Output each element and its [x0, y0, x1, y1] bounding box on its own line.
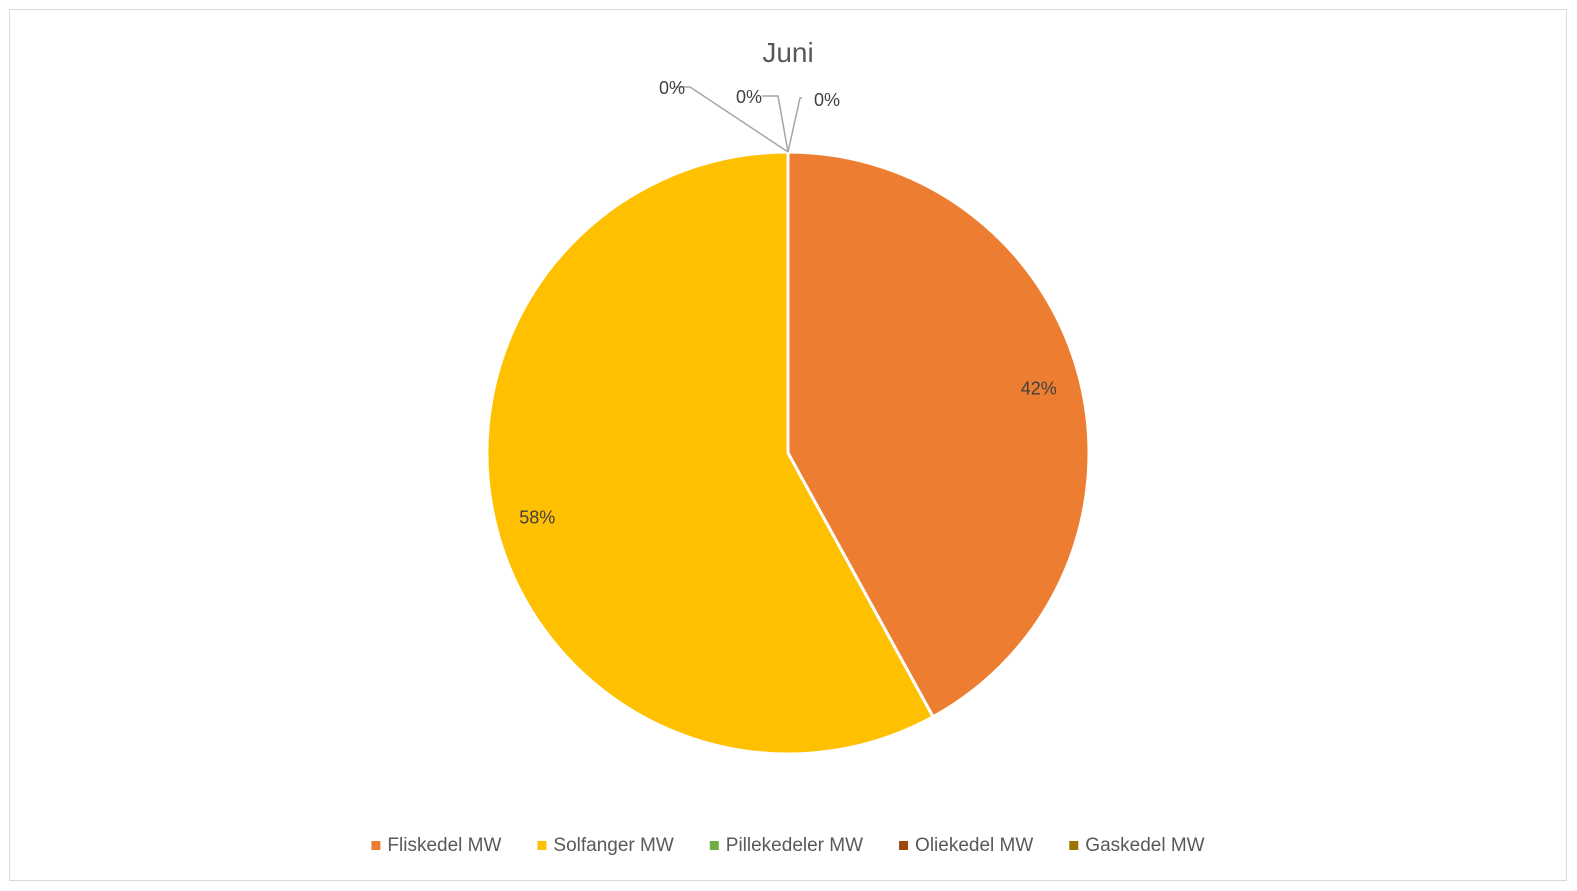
legend-marker-fliskedel-mw [371, 841, 381, 850]
leader-line-gaskedel-mw [787, 97, 802, 153]
legend-item-pillekedeler-mw: Pillekedeler MW [709, 835, 863, 856]
pie-slice-fliskedel-mw [786, 150, 1091, 719]
leader-line-oliekedel-mw [762, 95, 789, 153]
pie-slice-solfanger-mw [485, 150, 935, 756]
leader-lines [674, 86, 802, 153]
legend-label-solfanger-mw: Solfanger MW [553, 835, 673, 856]
data-label-solfanger-mw: 58% [519, 507, 555, 527]
legend-marker-solfanger-mw [537, 841, 547, 850]
legend-marker-pillekedeler-mw [709, 841, 719, 850]
legend-label-fliskedel-mw: Fliskedel MW [387, 835, 501, 856]
leader-line-pillekedeler-mw [674, 86, 789, 153]
legend-item-solfanger-mw: Solfanger MW [537, 835, 674, 856]
chart-title: Juni [762, 37, 813, 68]
legend: Fliskedel MW Solfanger MW Pillekedeler MW O… [371, 835, 1205, 856]
data-label-gaskedel-mw: 0% [814, 90, 840, 110]
legend-label-oliekedel-mw: Oliekedel MW [915, 835, 1033, 856]
data-label-pillekedeler-mw: 0% [659, 78, 685, 98]
legend-marker-oliekedel-mw [899, 841, 909, 850]
legend-item-fliskedel-mw: Fliskedel MW [371, 835, 501, 856]
data-labels: 42% 58% 0% 0% 0% [519, 78, 1056, 527]
legend-item-oliekedel-mw: Oliekedel MW [899, 835, 1033, 856]
legend-item-gaskedel-mw: Gaskedel MW [1069, 835, 1205, 856]
legend-label-pillekedeler-mw: Pillekedeler MW [726, 835, 863, 856]
data-label-oliekedel-mw: 0% [736, 87, 762, 107]
legend-marker-gaskedel-mw [1069, 841, 1079, 850]
pie-slices [485, 150, 1091, 756]
legend-label-gaskedel-mw: Gaskedel MW [1085, 835, 1204, 856]
data-label-fliskedel-mw: 42% [1021, 379, 1057, 399]
